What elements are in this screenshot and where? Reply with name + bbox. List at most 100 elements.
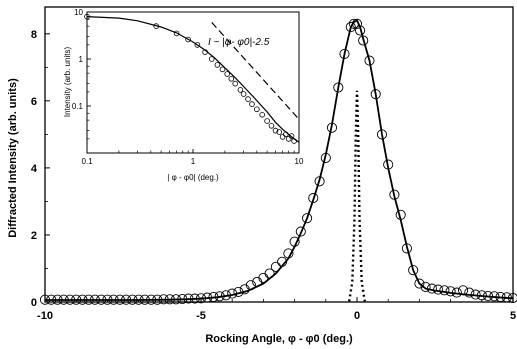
data-point	[482, 290, 494, 302]
data-point	[370, 89, 381, 100]
inset-data-point	[268, 123, 275, 129]
data-point	[121, 294, 132, 305]
inset-data-point	[173, 30, 180, 37]
inset-series	[84, 13, 300, 144]
inset-x-tick-label: 10	[295, 157, 304, 166]
data-point	[77, 294, 88, 305]
inset-y-axis-title-text: Intensity (arb. units)	[63, 47, 72, 118]
data-point	[46, 294, 57, 305]
data-point	[146, 294, 157, 305]
inset-y-axis-title: Intensity (arb. units)	[63, 47, 72, 118]
main-plot-frame	[44, 6, 514, 303]
inset-data-point	[240, 91, 247, 97]
data-point	[114, 294, 125, 305]
data-point	[308, 193, 319, 204]
data-point	[283, 248, 294, 259]
data-point	[152, 294, 163, 305]
data-point	[489, 291, 500, 302]
main-series	[39, 18, 517, 305]
data-point	[345, 22, 356, 33]
inset-data-point	[253, 106, 260, 113]
data-point	[476, 290, 487, 301]
y-tick-label: 6	[31, 96, 37, 108]
data-point	[170, 294, 182, 305]
x-tick-label: -10	[37, 310, 53, 322]
inset-x-axis-title: | φ - φ0| (deg.)	[167, 173, 219, 182]
data-point	[71, 294, 82, 305]
x-tick-label: -5	[196, 310, 206, 322]
data-point	[439, 285, 450, 296]
inset-data-point	[291, 138, 297, 144]
data-point	[355, 25, 366, 36]
data-point	[414, 278, 425, 289]
data-point	[183, 293, 194, 304]
data-point	[164, 294, 175, 305]
data-point	[445, 286, 456, 297]
inset-data-point	[282, 131, 289, 138]
data-point	[314, 176, 325, 187]
data-point	[96, 294, 107, 305]
inset-data-point	[224, 71, 231, 77]
data-point	[64, 294, 76, 305]
inset-x-axis-title-text: | φ - φ0| (deg.)	[167, 173, 219, 182]
inset-data-point	[288, 133, 295, 139]
data-point	[339, 48, 350, 59]
y-tick-label: 4	[31, 163, 38, 175]
main-chart: -10 -5 0 5 0 2 4 6 8 Rocking Angle, φ - φ0 (deg.…	[7, 6, 517, 345]
data-point	[139, 294, 150, 305]
inset-data-point	[237, 87, 244, 93]
data-point	[177, 293, 188, 305]
data-point	[58, 294, 69, 305]
inset-data-point	[214, 62, 221, 68]
y-tick-label: 0	[31, 297, 37, 309]
inset-data-point	[272, 127, 279, 134]
data-point	[295, 226, 306, 237]
inset-data-point	[185, 36, 191, 43]
data-point	[320, 152, 331, 163]
data-point	[351, 18, 363, 29]
y-axis-title: Diffracted Intensity (arb. units)	[7, 78, 19, 238]
data-point	[52, 294, 63, 305]
inset-data-point	[219, 66, 226, 73]
fit-curve	[45, 19, 514, 301]
x-axis-title: Rocking Angle, φ - φ0 (deg.)	[205, 333, 353, 345]
inset-annotation-text: I ~ |φ- φ0|-2.5	[208, 37, 270, 48]
data-point	[302, 213, 313, 224]
dotted-curve	[348, 90, 366, 302]
data-point	[108, 294, 119, 305]
data-point	[495, 291, 506, 303]
data-point	[507, 292, 517, 304]
data-point	[333, 82, 344, 93]
inset-data-point	[259, 112, 266, 118]
data-point	[264, 268, 275, 279]
data-point	[208, 291, 219, 303]
x-tick-label: 0	[354, 310, 360, 322]
data-point	[89, 294, 100, 305]
inset-chart: 0.1 1 10 0.1 1 10 I ~ |φ- φ0|-2.5 | φ - φ0| (…	[63, 8, 304, 182]
y-tick-label: 8	[31, 29, 37, 41]
data-point	[220, 290, 232, 301]
data-point	[227, 288, 238, 299]
inset-annotation: I ~ |φ- φ0|-2.5	[208, 37, 270, 48]
inset-fit-curve	[86, 16, 300, 143]
inset-data-point	[285, 136, 292, 142]
data-point	[451, 287, 462, 298]
data-point	[195, 293, 207, 304]
data-point	[133, 294, 144, 305]
data-point	[270, 261, 281, 272]
inset-data-point	[194, 42, 201, 48]
data-point	[358, 35, 369, 46]
inset-data-point	[232, 80, 239, 87]
inset-data-point	[228, 76, 235, 82]
data-point	[426, 283, 437, 294]
data-point	[389, 189, 400, 200]
data-point	[401, 243, 412, 254]
inset-background	[65, 8, 303, 168]
inset-x-tick-label: 0.1	[81, 157, 93, 166]
data-point	[277, 256, 288, 267]
inset-data-point	[264, 118, 270, 124]
inset-data-point	[208, 56, 215, 62]
main-ticks: -10 -5 0 5 0 2 4 6 8	[31, 29, 516, 322]
x-tick-label: 5	[510, 310, 516, 322]
